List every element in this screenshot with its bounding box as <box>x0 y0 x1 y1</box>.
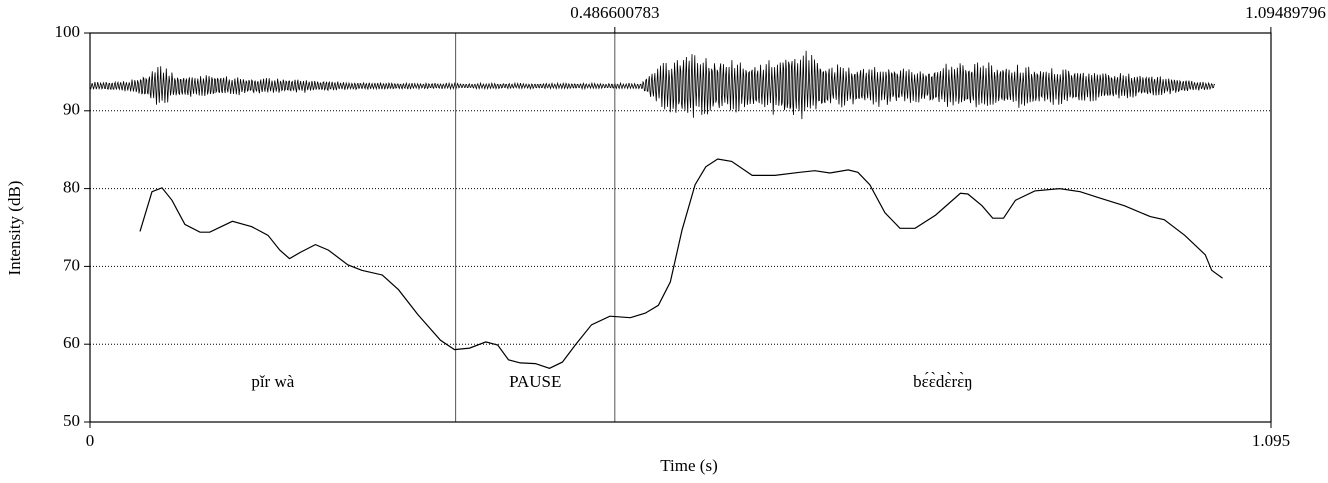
top-marker-label: 1.09489796 <box>1245 3 1326 22</box>
waveform <box>89 50 1216 120</box>
interval-label: pǐr wà <box>251 372 294 391</box>
x-tick-label: 1.095 <box>1252 431 1290 450</box>
y-tick-label: 50 <box>63 411 80 430</box>
y-tick-label: 60 <box>63 333 80 352</box>
interval-label: bɛ́ɛ̀dɛ̀rɛ̀ŋ <box>913 371 973 391</box>
x-axis-label: Time (s) <box>660 456 717 475</box>
x-tick-label: 0 <box>86 431 95 450</box>
y-tick-label: 80 <box>63 178 80 197</box>
y-tick-label: 70 <box>63 255 80 274</box>
intensity-line <box>139 158 1223 369</box>
y-axis-label: Intensity (dB) <box>5 181 24 276</box>
top-marker-label: 0.486600783 <box>570 3 659 22</box>
plot-frame <box>89 32 1272 423</box>
interval-label: PAUSE <box>509 372 561 391</box>
y-tick-label: 100 <box>55 22 81 41</box>
y-tick-label: 90 <box>63 100 80 119</box>
